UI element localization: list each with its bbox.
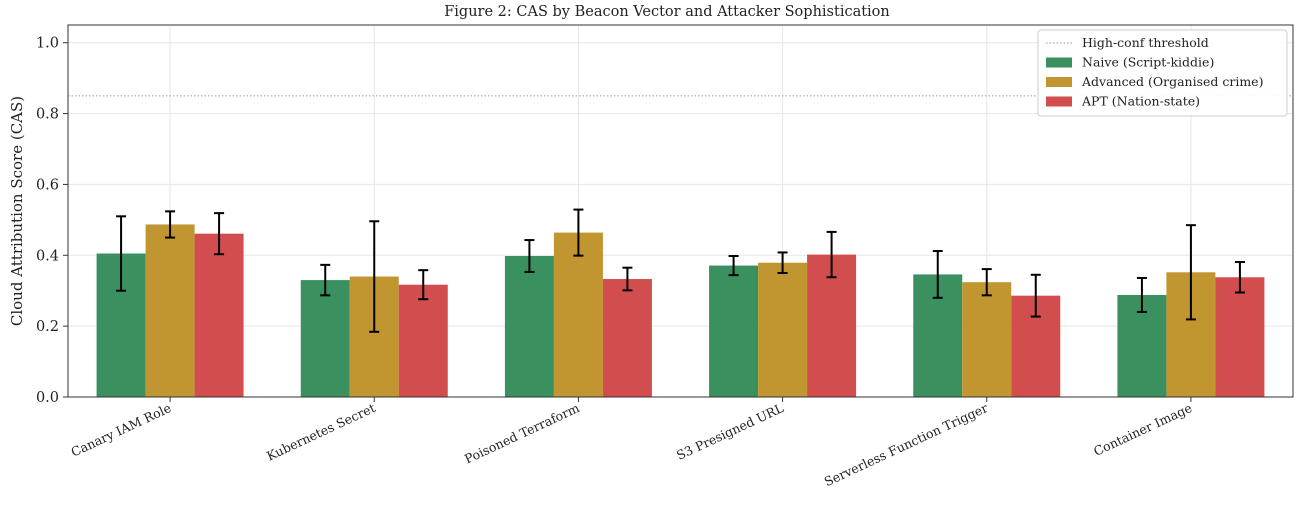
bar [709,265,759,397]
x-tick-label: Container Image [1091,400,1194,459]
x-tick-label: Serverless Function Trigger [822,400,990,489]
y-axis-ticks: 0.0 0.2 0.4 0.6 0.8 1.0 [36,36,68,406]
y-axis-label: Cloud Attribution Score (CAS) [8,96,26,326]
error-bars-layer [116,208,1245,333]
x-tick-label: Kubernetes Secret [264,400,377,464]
bar [807,254,857,397]
chart-title: Figure 2: CAS by Beacon Vector and Attac… [444,4,890,20]
bar [398,284,448,397]
x-tick-label: S3 Presigned URL [674,400,786,463]
x-axis-ticks: Canary IAM Role Kubernetes Secret Poisoned… [69,397,1194,489]
bar [194,233,244,397]
y-tick-label: 0.8 [36,107,59,123]
legend-label: High-conf threshold [1082,35,1209,50]
bar [962,282,1012,397]
bar [504,255,554,397]
legend: High-conf threshold Naive (Script-kiddie)… [1037,29,1288,117]
legend-box [1037,29,1288,117]
legend-swatch [1046,96,1072,107]
legend-label: Naive (Script-kiddie) [1082,55,1214,70]
bar [1215,277,1265,397]
x-tick-label: Poisoned Terraform [462,400,582,466]
y-tick-label: 0.0 [36,390,59,406]
bar [553,232,603,397]
bars-layer [96,224,1265,397]
y-tick-label: 0.4 [36,248,59,264]
x-tick-label: Canary IAM Role [69,400,174,459]
y-tick-label: 1.0 [36,36,59,52]
bar [300,280,350,397]
legend-label: APT (Nation-state) [1081,94,1200,109]
y-tick-label: 0.6 [36,177,59,193]
y-tick-label: 0.2 [36,319,59,335]
bar [602,279,652,397]
plot-frame [67,24,1294,398]
bar [145,224,195,397]
legend-swatch [1046,77,1072,87]
bar [758,262,808,397]
legend-label: Advanced (Organised crime) [1081,74,1263,89]
legend-swatch [1046,57,1072,68]
